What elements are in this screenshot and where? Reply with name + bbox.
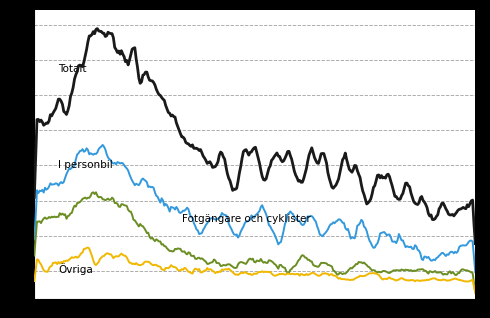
Text: Totalt: Totalt — [58, 64, 87, 74]
Text: I personbil: I personbil — [58, 160, 113, 170]
Text: Övriga: Övriga — [58, 263, 93, 275]
Text: Fotgängare och cyklister: Fotgängare och cyklister — [182, 214, 311, 224]
